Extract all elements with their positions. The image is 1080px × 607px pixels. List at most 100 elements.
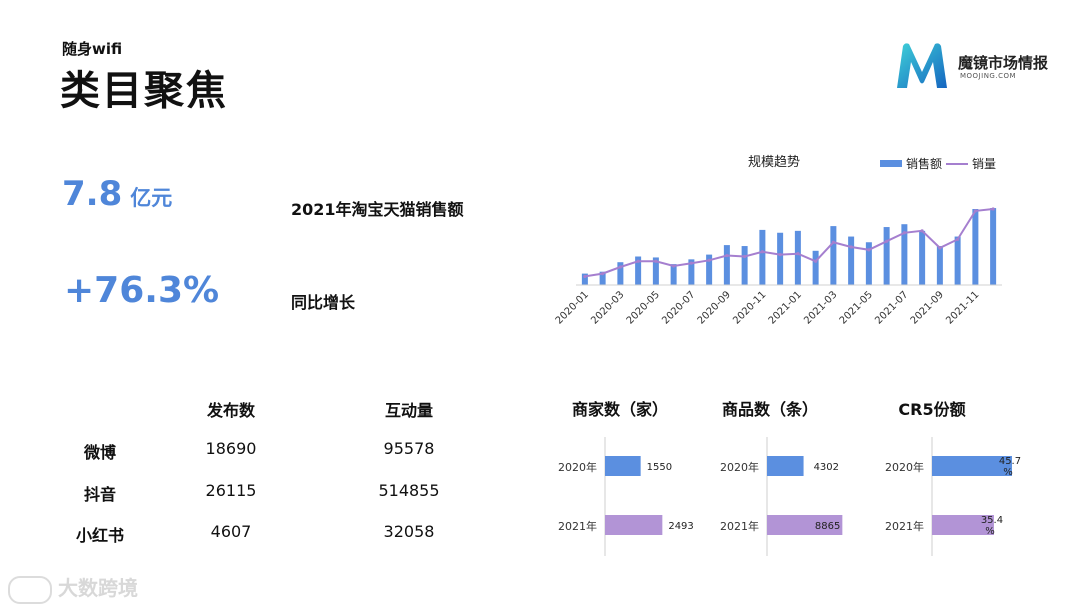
hbar-bar [932,456,1012,476]
sales-bar [688,259,695,285]
table-cell-interactions: 32058 [383,522,435,541]
hbar-value-label: 1550 [647,462,672,473]
brand-name: 魔镜市场情报 [958,54,1049,72]
hbar-value-label: 8865 [815,521,840,532]
hbar-bar [932,515,994,535]
hbar-value-label: 2493 [668,521,693,532]
trend-chart: 规模趋势 销售额 销量 2020-012020-032020-052020-07… [554,154,1002,327]
kpi-growth: +76.3% [64,270,219,311]
watermark-text: 大数跨境 [58,576,138,600]
volume-point [849,245,853,249]
sales-bar [865,242,872,285]
sales-bar [794,230,801,285]
sales-bar [706,254,713,285]
table-header-posts: 发布数 [206,401,255,420]
volume-point [707,258,711,262]
hbar-value-label: 35.4 [981,515,1003,526]
volume-point [885,239,889,243]
table-row-platform: 微博 [83,443,116,462]
kpi-sales-unit: 亿元 [130,186,173,210]
cr5-panel-title: CR5份额 [898,400,966,419]
table-cell-posts: 26115 [205,481,257,500]
sales-bar [670,264,677,285]
sales-bar [954,236,961,285]
page-subtitle: 随身wifi [62,40,123,58]
sales-bar [617,262,624,285]
table-header-interactions: 互动量 [384,401,433,420]
table-cell-interactions: 95578 [383,439,435,458]
kpi-sales-value: 7.8 [62,174,123,214]
volume-point [814,259,818,263]
sales-bar [652,257,659,285]
hbar-category-label: 2020年 [558,460,597,474]
legend-sales-label: 销售额 [906,156,942,171]
watermark: 大数跨境 [8,572,138,604]
sales-bar [848,236,855,285]
volume-line [584,208,994,278]
hbar-category-label: 2021年 [885,519,924,533]
hbar-bar [767,515,843,535]
kpi-sales-label: 2021年淘宝天猫销售额 [291,200,464,219]
sales-bar [830,226,837,285]
volume-point [672,264,676,268]
trend-chart-title: 规模趋势 [748,154,800,170]
hbar-category-label: 2021年 [720,519,759,533]
volume-point [831,240,835,244]
kpi-growth-value: +76.3% [64,270,220,311]
volume-point [973,209,977,213]
sales-bar [901,224,908,285]
volume-point [618,265,622,269]
volume-point [796,252,800,256]
kpi-growth-label: 同比增长 [291,293,356,312]
page-title: 类目聚焦 [60,68,228,114]
sales-bar [599,271,606,285]
sales-bar [777,232,784,285]
volume-point [654,259,658,263]
watermark-icon [8,575,52,604]
table-row-platform: 小红书 [75,526,124,545]
hbar-bar [605,456,641,476]
volume-point [601,272,605,276]
hbar-category-label: 2021年 [558,519,597,533]
volume-point [760,250,764,254]
volume-point [636,259,640,263]
sales-bar [581,273,588,285]
table-cell-posts: 4607 [210,522,252,541]
hbar-value-label: 4302 [814,462,839,473]
sales-bar [759,229,766,285]
sales-bar [812,250,819,285]
volume-point [583,274,587,279]
volume-point [689,261,693,265]
sales-bar [919,230,926,285]
volume-point [778,253,782,257]
table-cell-posts: 18690 [205,439,257,458]
volume-point [902,231,906,235]
hbar-value-label: 45.7 [999,456,1021,467]
table-row-platform: 抖音 [83,485,116,504]
volume-point [938,246,942,250]
hbar-bar [767,456,804,476]
sales-bar [936,246,943,285]
sales-bar [883,227,890,285]
volume-point [725,253,729,258]
sales-bar [635,256,642,285]
products-panel-title: 商品数（条） [721,400,818,419]
legend-volume-label: 销量 [972,157,996,171]
hbar-category-label: 2020年 [885,460,924,474]
sales-bar [741,246,748,285]
sales-bar [990,208,997,285]
brand-site: MOOJING.COM [960,72,1017,80]
brand-logo-icon [897,43,947,88]
hbar-value-unit: % [985,526,995,537]
volume-point [867,248,871,252]
legend-sales-swatch [880,160,902,167]
volume-point [956,237,960,241]
sales-bar [723,245,730,285]
volume-point [991,207,995,211]
volume-point [920,229,924,233]
sales-bar [972,209,979,285]
hbar-value-unit: % [1003,467,1013,478]
volume-point [743,254,747,259]
table-cell-interactions: 514855 [378,481,440,500]
